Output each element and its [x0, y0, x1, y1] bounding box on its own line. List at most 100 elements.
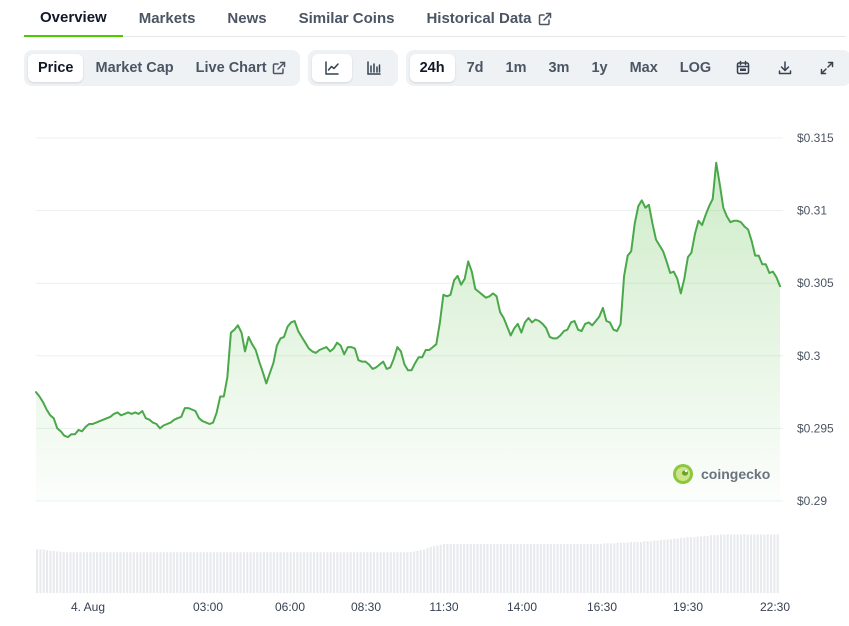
volume-bar — [92, 552, 95, 593]
volume-bar — [129, 552, 132, 593]
volume-bar — [653, 540, 656, 593]
volume-bar — [359, 552, 362, 593]
volume-bar — [66, 552, 69, 593]
volume-bar — [703, 535, 706, 593]
tab-news[interactable]: News — [211, 0, 282, 37]
volume-bar — [176, 552, 179, 593]
volume-bar — [503, 544, 506, 593]
volume-bar — [159, 552, 162, 593]
volume-bar — [102, 552, 105, 593]
volume-bar — [226, 552, 229, 593]
volume-bar — [219, 552, 222, 593]
volume-bar — [212, 552, 215, 593]
fullscreen-button[interactable] — [807, 54, 847, 82]
tab-label: Historical Data — [426, 10, 532, 27]
volume-bar — [486, 544, 489, 593]
live-chart-button[interactable]: Live Chart — [186, 54, 296, 82]
volume-bar — [533, 544, 536, 593]
volume-bar — [629, 542, 633, 593]
volume-bar — [693, 537, 696, 593]
volume-bar — [72, 552, 75, 593]
tab-markets[interactable]: Markets — [123, 0, 212, 37]
volume-bar — [753, 534, 756, 593]
tab-overview[interactable]: Overview — [24, 0, 123, 37]
volume-bar — [332, 552, 336, 593]
price-line — [35, 161, 781, 439]
volume-bar — [309, 552, 312, 593]
volume-bar — [269, 552, 272, 593]
volume-bar — [639, 542, 643, 593]
volume-bar — [536, 544, 539, 593]
volume-bar — [259, 552, 262, 593]
volume-bar — [389, 552, 392, 593]
volume-bar — [262, 552, 266, 593]
volume-bar — [279, 552, 282, 593]
button-label: 1m — [505, 60, 527, 76]
volume-bar — [52, 550, 55, 593]
volume-bar — [276, 552, 279, 593]
metric-selector: Price Market Cap Live Chart — [24, 50, 300, 86]
tab-bar: Overview Markets News Similar Coins Hist… — [24, 0, 846, 37]
volume-bar — [119, 552, 122, 593]
button-label: 3m — [548, 60, 570, 76]
market-cap-button[interactable]: Market Cap — [85, 54, 183, 82]
volume-bar — [49, 550, 52, 593]
volume-bar — [619, 542, 622, 593]
x-axis: 4. Aug 03:00 06:00 08:30 11:30 14:00 16:30 19:3… — [71, 600, 790, 614]
range-1m-button[interactable]: 1m — [496, 54, 537, 82]
y-tick-label: $0.305 — [797, 276, 834, 290]
volume-bar — [469, 544, 472, 593]
range-24h-button[interactable]: 24h — [409, 54, 455, 82]
price-area-fill — [36, 162, 780, 501]
volume-bar — [473, 544, 476, 593]
volume-bar — [599, 544, 602, 593]
volume-bar — [773, 534, 776, 593]
volume-bar — [719, 534, 723, 593]
volume-bar — [336, 552, 339, 593]
tab-label: News — [227, 10, 267, 27]
volume-bar — [189, 552, 192, 593]
volume-bar — [286, 552, 289, 593]
tab-label: Similar Coins — [298, 10, 395, 27]
volume-bar — [416, 550, 419, 593]
volume-bar — [509, 544, 512, 593]
volume-bar — [556, 544, 559, 593]
volume-bar — [232, 552, 235, 593]
volume-bar — [546, 544, 549, 593]
volume-bar — [709, 535, 713, 593]
volume-bar — [162, 552, 165, 593]
range-7d-button[interactable]: 7d — [457, 54, 494, 82]
volume-bar — [46, 550, 49, 593]
volume-bar — [593, 544, 596, 593]
download-icon — [778, 61, 792, 75]
range-1y-button[interactable]: 1y — [581, 54, 617, 82]
volume-bar — [289, 552, 292, 593]
volume-bar — [252, 552, 255, 593]
volume-bar — [122, 552, 125, 593]
candlestick-chart-button[interactable] — [354, 54, 394, 82]
tab-historical-data[interactable]: Historical Data — [410, 0, 567, 37]
range-3m-button[interactable]: 3m — [538, 54, 579, 82]
button-label: Market Cap — [95, 60, 174, 76]
volume-bar — [736, 534, 739, 593]
chart-toolbar: Price Market Cap Live Chart 24h 7d 1m 3m… — [24, 50, 849, 86]
price-button[interactable]: Price — [28, 54, 84, 82]
volume-bar — [423, 549, 426, 593]
button-label: Max — [629, 60, 658, 76]
calendar-button[interactable] — [723, 54, 763, 82]
volume-bar — [769, 534, 773, 593]
log-scale-button[interactable]: LOG — [670, 54, 721, 82]
volume-bar — [439, 544, 442, 593]
volume-bar — [489, 544, 492, 593]
volume-bar — [392, 552, 396, 593]
line-chart-button[interactable] — [311, 54, 352, 82]
volume-bar — [636, 542, 639, 593]
volume-bar — [56, 551, 59, 593]
volume-bar — [586, 544, 589, 593]
tab-similar-coins[interactable]: Similar Coins — [283, 0, 411, 37]
y-tick-label: $0.315 — [797, 131, 834, 145]
download-button[interactable] — [765, 54, 805, 82]
range-max-button[interactable]: Max — [620, 54, 668, 82]
volume-bar — [729, 534, 733, 593]
